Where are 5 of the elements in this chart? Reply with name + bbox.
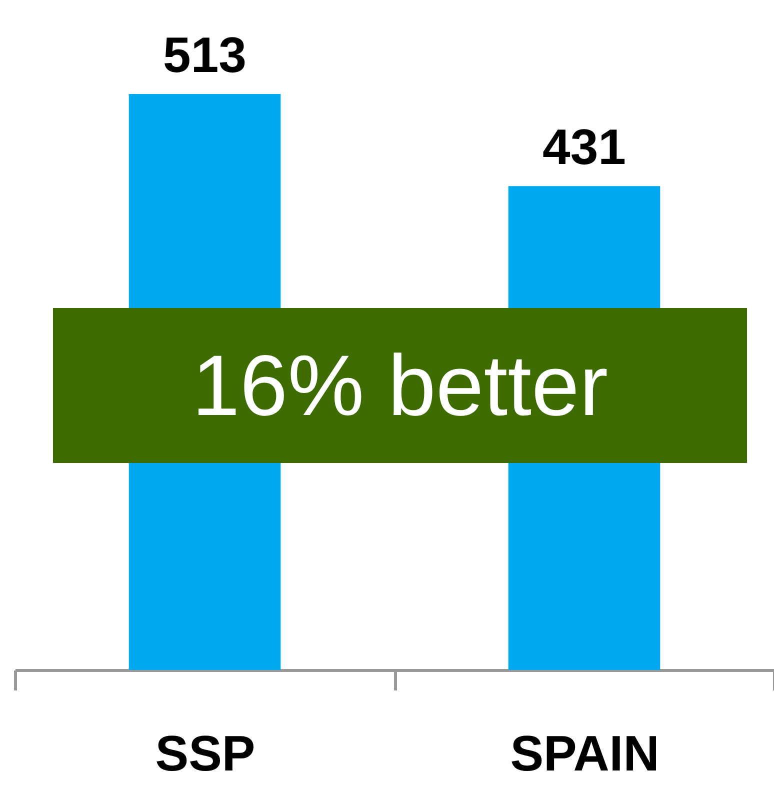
x-tick-label: SPAIN	[510, 726, 660, 782]
annotation: 16% better	[192, 338, 608, 434]
x-tick-label: SSP	[155, 726, 256, 782]
data-label: 431	[542, 119, 626, 176]
data-label: 513	[163, 27, 246, 83]
